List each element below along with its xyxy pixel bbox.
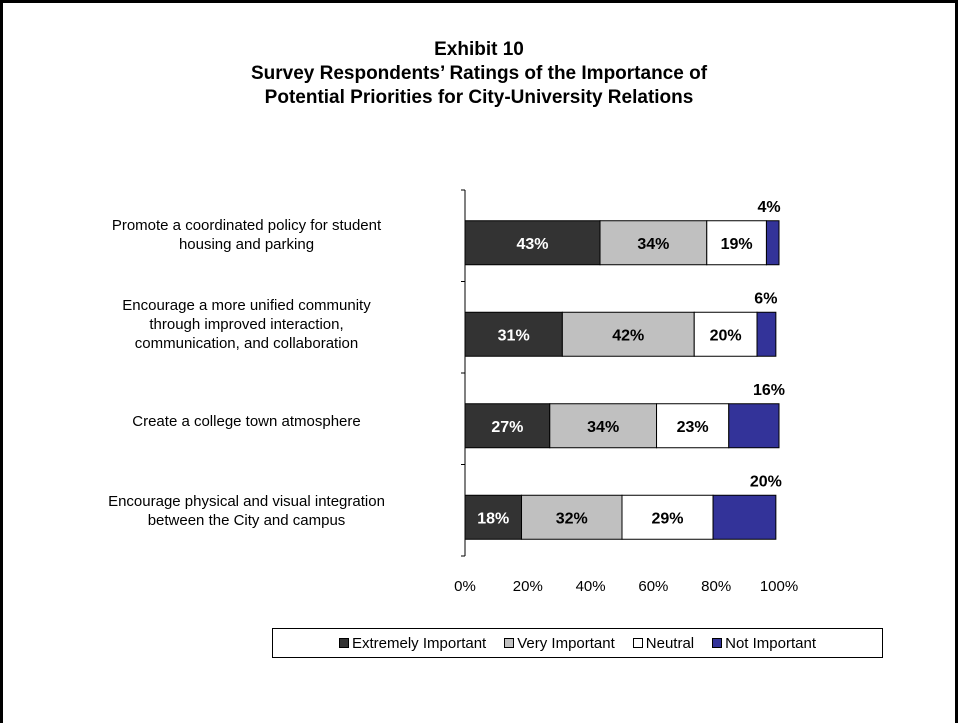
- x-tick-label-80: 80%: [701, 578, 732, 595]
- bar-3-very-important: [549, 403, 658, 449]
- bar-2-very-important: [561, 311, 695, 357]
- bar-4-neutral: [621, 494, 714, 540]
- data-label-4-neutral: 29%: [652, 510, 684, 527]
- legend-swatch-very-important: [504, 638, 515, 648]
- x-tick-label-100: 100%: [759, 578, 799, 595]
- bar-1-neutral: [706, 220, 767, 266]
- chart-subtitle-line-2: Potential Priorities for City-University…: [264, 87, 694, 108]
- category-label-1-line-2: housing and parking: [178, 236, 315, 253]
- data-label-3-extremely-important: 27%: [491, 419, 523, 436]
- data-label-1-very-important: 34%: [637, 236, 669, 253]
- x-tick-label-20: 20%: [512, 578, 543, 595]
- data-label-4-not-important: 20%: [750, 473, 782, 490]
- legend-label-very-important: Very Important: [517, 634, 615, 652]
- chart-legend: Extremely Important Very Important Neutr…: [272, 628, 883, 658]
- data-label-4-very-important: 32%: [556, 510, 588, 527]
- data-label-2-extremely-important: 31%: [498, 327, 530, 344]
- category-label-3-line-1: Create a college town atmosphere: [132, 413, 361, 430]
- data-label-1-neutral: 19%: [721, 236, 753, 253]
- data-label-4-extremely-important: 18%: [477, 510, 509, 527]
- category-label-4: Encourage physical and visual integratio…: [40, 492, 453, 530]
- bar-2-not-important: [756, 311, 777, 357]
- data-label-3-very-important: 34%: [587, 419, 619, 436]
- data-label-2-not-important: 6%: [754, 290, 777, 307]
- data-label-1-extremely-important: 43%: [516, 236, 548, 253]
- x-tick-label-0: 0%: [454, 578, 476, 595]
- legend-item-extremely-important: Extremely Important: [339, 635, 486, 652]
- bar-3-neutral: [656, 403, 730, 449]
- legend-item-neutral: Neutral: [632, 634, 695, 652]
- category-label-1: Promote a coordinated policy for student…: [40, 216, 453, 254]
- bar-4-extremely-important: [464, 494, 523, 540]
- data-label-3-not-important: 16%: [753, 382, 785, 399]
- bar-3-not-important: [728, 403, 780, 449]
- legend-swatch-extremely-important: [339, 638, 349, 648]
- legend-item-not-important: Not Important: [712, 635, 816, 652]
- legend-label-extremely-important: Extremely Important: [352, 634, 487, 652]
- category-label-1-line-1: Promote a coordinated policy for student: [111, 217, 382, 234]
- bar-2-extremely-important: [464, 311, 563, 357]
- data-label-2-very-important: 42%: [612, 327, 644, 344]
- category-label-2-line-2: through improved interaction,: [149, 316, 344, 333]
- data-label-3-neutral: 23%: [677, 419, 709, 436]
- category-label-3: Create a college town atmosphere: [40, 412, 453, 431]
- chart-title: Exhibit 10: [434, 39, 524, 60]
- data-label-2-neutral: 20%: [710, 327, 742, 344]
- category-label-4-line-2: between the City and campus: [147, 512, 346, 529]
- legend-label-neutral: Neutral: [645, 634, 695, 652]
- bar-1-very-important: [599, 220, 708, 266]
- legend-swatch-neutral: [632, 638, 643, 648]
- bar-3-extremely-important: [464, 403, 551, 449]
- bar-1-not-important: [765, 220, 780, 266]
- category-label-4-line-1: Encourage physical and visual integratio…: [108, 493, 385, 510]
- category-label-2-line-1: Encourage a more unified community: [122, 297, 371, 314]
- legend-swatch-not-important: [712, 638, 723, 648]
- chart-subtitle-line-1: Survey Respondents’ Ratings of the Impor…: [250, 63, 708, 84]
- category-label-2-line-3: communication, and collaboration: [134, 335, 359, 352]
- x-tick-label-60: 60%: [638, 578, 669, 595]
- bar-4-not-important: [712, 494, 777, 540]
- x-tick-label-40: 40%: [575, 578, 606, 595]
- legend-label-not-important: Not Important: [725, 634, 816, 652]
- category-label-2: Encourage a more unified community throu…: [40, 296, 453, 353]
- bar-4-very-important: [521, 494, 623, 540]
- data-label-1-not-important: 4%: [757, 199, 780, 216]
- legend-item-very-important: Very Important: [504, 635, 615, 652]
